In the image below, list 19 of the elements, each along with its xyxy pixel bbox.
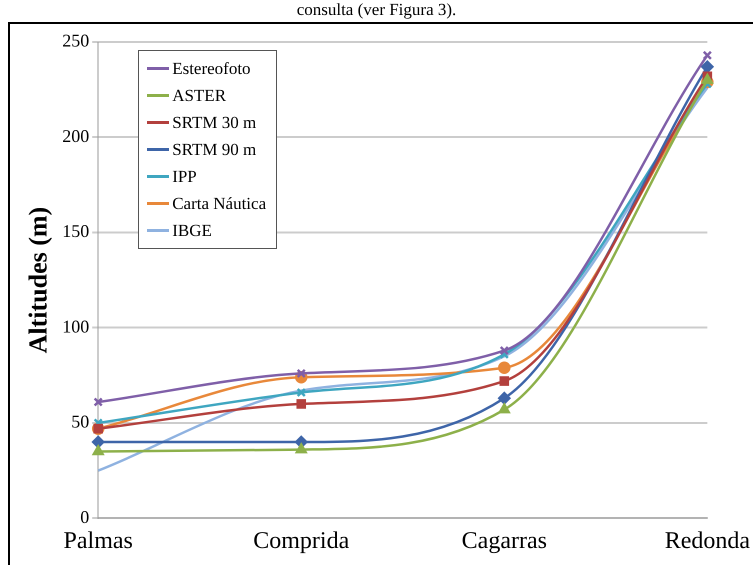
y-tick-label: 100 bbox=[62, 316, 90, 336]
text: consulta (ver Figura 3). bbox=[296, 0, 458, 20]
legend-label: SRTM 90 m bbox=[172, 140, 256, 160]
x-tick-label: Comprida bbox=[253, 528, 350, 554]
legend-label: ASTER bbox=[172, 86, 226, 106]
legend-label: IBGE bbox=[172, 220, 212, 240]
y-axis-title: Altitudes (m) bbox=[23, 206, 52, 354]
legend-label: Estereofoto bbox=[172, 58, 251, 78]
y-tick-label: 0 bbox=[80, 506, 90, 527]
x-tick-label: Cagarras bbox=[462, 528, 547, 554]
legend-label: SRTM 30 m bbox=[172, 112, 256, 132]
x-tick-label: Redonda bbox=[664, 528, 750, 554]
y-tick-label: 50 bbox=[71, 412, 90, 432]
x-tick-label: Palmas bbox=[64, 528, 133, 554]
y-tick-label: 150 bbox=[62, 221, 90, 242]
legend-label: Carta Náutica bbox=[172, 194, 266, 214]
legend-label: IPP bbox=[172, 166, 197, 186]
y-tick-label: 200 bbox=[62, 126, 90, 146]
y-tick-label: 250 bbox=[62, 30, 90, 51]
